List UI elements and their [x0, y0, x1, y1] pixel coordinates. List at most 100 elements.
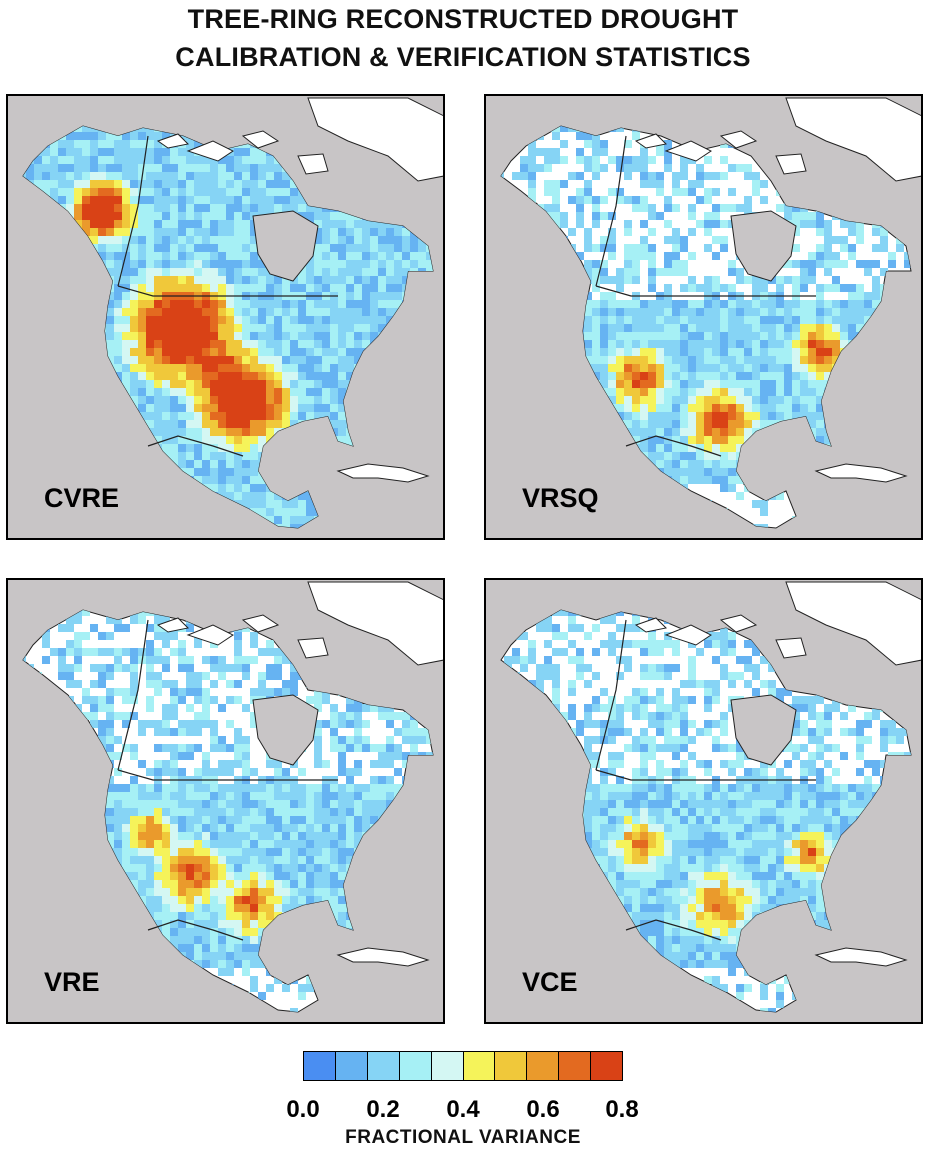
grid-cell	[736, 380, 744, 388]
grid-cell	[544, 292, 552, 300]
grid-cell	[864, 196, 872, 204]
grid-cell	[346, 428, 354, 436]
grid-cell	[792, 180, 800, 188]
grid-cell	[744, 404, 752, 412]
grid-cell	[314, 284, 322, 292]
grid-cell	[752, 324, 760, 332]
grid-cell	[130, 268, 138, 276]
grid-cell	[346, 532, 354, 540]
grid-cell	[322, 404, 330, 412]
grid-cell	[378, 492, 386, 500]
grid-cell	[90, 348, 98, 356]
grid-cell	[434, 276, 442, 284]
grid-cell	[338, 524, 346, 528]
grid-cell	[234, 164, 242, 172]
grid-cell	[106, 348, 114, 356]
map-vrsq	[500, 97, 921, 529]
grid-cell	[426, 340, 433, 348]
grid-cell	[58, 172, 66, 180]
grid-cell	[322, 228, 330, 236]
grid-cell	[122, 436, 130, 444]
grid-cell	[776, 388, 784, 396]
grid-cell	[544, 404, 552, 412]
grid-cell	[648, 468, 656, 476]
grid-cell	[106, 404, 114, 412]
grid-cell	[122, 332, 130, 340]
grid-cell	[632, 276, 640, 284]
grid-cell	[712, 284, 720, 292]
grid-cell	[520, 364, 528, 372]
grid-cell	[306, 468, 314, 476]
grid-cell	[74, 212, 82, 220]
grid-cell	[888, 284, 896, 292]
grid-cell	[402, 436, 410, 444]
grid-cell	[560, 324, 568, 332]
grid-cell	[576, 348, 584, 356]
grid-cell	[186, 468, 194, 476]
grid-cell	[402, 236, 410, 244]
grid-cell	[298, 126, 306, 132]
grid-cell	[672, 468, 680, 476]
grid-cell	[608, 348, 616, 356]
grid-cell	[768, 460, 776, 468]
grid-cell	[26, 300, 34, 308]
grid-cell	[146, 500, 154, 508]
grid-cell	[656, 348, 664, 356]
grid-cell	[808, 356, 816, 364]
grid-cell	[210, 524, 218, 528]
grid-cell	[410, 236, 418, 244]
grid-cell	[58, 332, 66, 340]
grid-cell	[26, 492, 34, 500]
grid-cell	[370, 340, 378, 348]
grid-cell	[752, 404, 760, 412]
grid-cell	[226, 204, 234, 212]
grid-cell	[106, 610, 114, 616]
grid-cell	[501, 212, 504, 220]
grid-cell	[250, 452, 258, 460]
grid-cell	[712, 436, 720, 444]
grid-cell	[370, 332, 378, 340]
grid-cell	[338, 220, 346, 228]
grid-cell	[896, 308, 904, 316]
grid-cell	[600, 356, 608, 364]
grid-cell	[624, 364, 632, 372]
grid-cell	[26, 428, 34, 436]
arctic-island	[186, 140, 234, 162]
grid-cell	[274, 348, 282, 356]
grid-cell	[346, 244, 354, 252]
grid-cell	[680, 164, 688, 172]
grid-cell	[258, 180, 266, 188]
grid-cell	[504, 356, 512, 364]
grid-cell	[274, 508, 282, 516]
grid-cell	[792, 356, 800, 364]
grid-cell	[106, 600, 114, 608]
grid-cell	[162, 212, 170, 220]
grid-cell	[912, 396, 920, 404]
grid-cell	[402, 260, 410, 268]
grid-cell	[218, 212, 226, 220]
grid-cell	[888, 412, 896, 420]
grid-cell	[346, 284, 354, 292]
grid-cell	[138, 532, 146, 540]
grid-cell	[178, 324, 186, 332]
grid-cell	[90, 436, 98, 444]
grid-cell	[314, 260, 322, 268]
grid-cell	[258, 420, 266, 428]
grid-cell	[346, 308, 354, 316]
grid-cell	[784, 340, 792, 348]
grid-cell	[23, 452, 26, 460]
grid-cell	[904, 388, 911, 396]
grid-cell	[114, 468, 122, 476]
grid-cell	[632, 364, 640, 372]
grid-cell	[370, 324, 378, 332]
grid-cell	[194, 188, 202, 196]
grid-cell	[501, 476, 504, 484]
grid-cell	[162, 148, 170, 156]
grid-cell	[656, 436, 664, 444]
grid-cell	[394, 364, 402, 372]
grid-cell	[600, 444, 608, 452]
grid-cell	[616, 196, 624, 204]
grid-cell	[434, 372, 442, 380]
grid-cell	[394, 180, 402, 188]
grid-cell	[194, 600, 202, 608]
